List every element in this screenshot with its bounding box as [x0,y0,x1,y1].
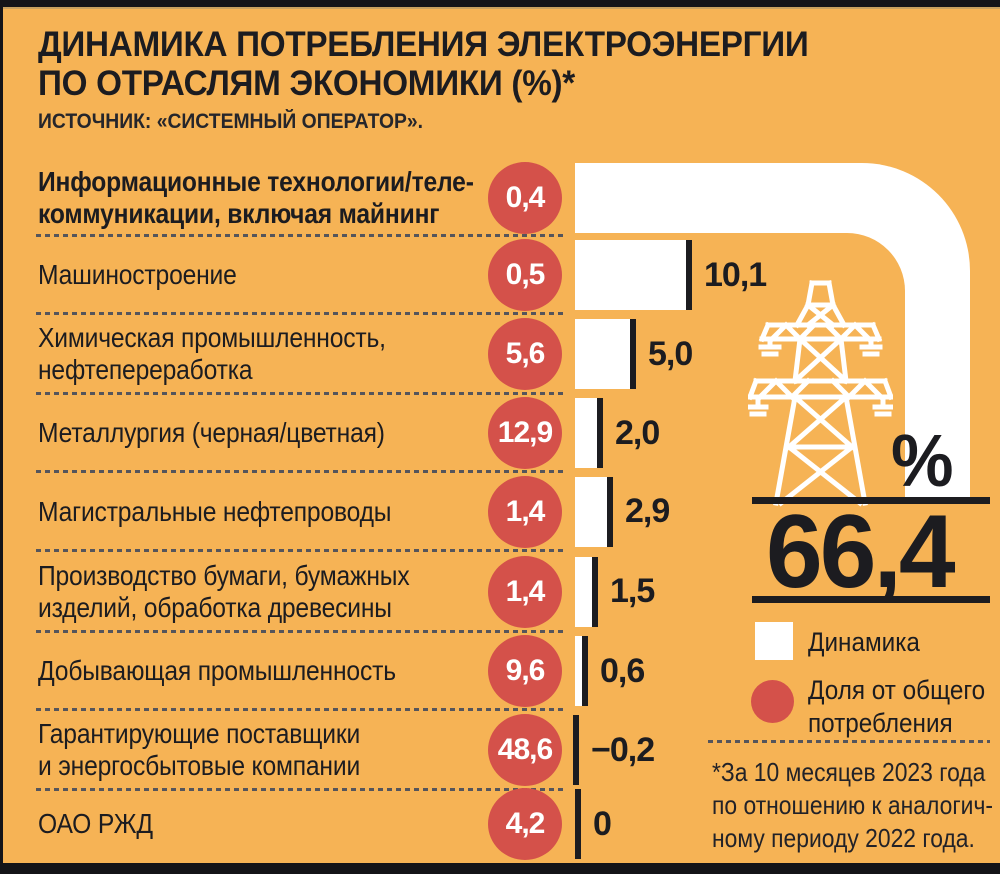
bar-tick [630,319,636,389]
bar-tick [573,715,579,785]
bar [575,636,582,706]
row-label-line: коммуникации, включая майнинг [38,198,440,229]
bar [575,398,597,468]
share-circle: 12,9 [488,397,562,469]
legend-share-label: Доля от общего потребления [808,674,985,740]
row-label: Информационные технологии/теле-коммуника… [38,160,474,236]
row-separator [36,549,567,552]
bar-value: −0,2 [591,730,655,769]
power-pylon-icon [748,280,893,507]
row-separator [36,312,567,315]
share-circle: 5,6 [488,318,562,390]
footnote-line2: по отношению к аналогич- [712,790,993,820]
bar-tick [575,789,581,859]
row-separator [36,392,567,395]
frame-top-bar [0,0,1000,7]
share-circle: 4,2 [488,788,562,860]
percent-sign: % [891,419,954,502]
highlight-bottom-rule [752,596,990,603]
row-label-line: Машиностроение [38,259,237,290]
share-circle: 48,6 [488,714,562,786]
row-label-line: нефтепереработка [38,354,253,385]
row-label-line: Магистральные нефтепроводы [38,495,392,527]
bar-value: 2,9 [625,492,670,530]
frame-left-bar [0,0,3,874]
bar-value: 0 [593,804,612,843]
row-label-line: Производство бумаги, бумажных [38,559,410,591]
row-label: ОАО РЖД [38,790,434,858]
legend-dynamics-swatch [755,622,793,660]
footnote-divider [708,740,990,743]
row-label: Металлургия (черная/цветная) [38,394,434,472]
share-circle: 1,4 [488,475,562,548]
bar-value: 2,0 [615,413,660,452]
bar-tick [686,240,692,310]
bar-value: 1,5 [610,572,655,610]
row-separator [36,708,567,711]
bar-tick [582,636,588,706]
bar [575,240,686,310]
legend-share-label-line2: потребления [808,708,953,738]
bar [575,476,607,547]
row-label-line: изделий, обработка древесины [38,591,392,623]
row-label: Химическая промышленность, нефтепереработ… [38,314,434,394]
frame-bottom-bar [0,863,1000,874]
row-separator [36,630,567,633]
footnote-line1: *За 10 месяцев 2023 года [712,757,986,787]
row-label-line: Информационные технологии/теле- [38,166,474,197]
source-caption: ИСТОЧНИК: «СИСТЕМНЫЙ ОПЕРАТОР». [38,110,424,133]
row-label: Добывающая промышленность [38,632,434,710]
row-label-line: Добывающая промышленность [38,655,396,686]
bar [575,319,630,389]
footnote: *За 10 месяцев 2023 года по отношению к … [712,756,993,855]
row-label-line: ОАО РЖД [38,808,153,839]
bar-tick [597,398,603,468]
bar [575,556,592,627]
row-label: Гарантирующие поставщики и энергосбытовые… [38,710,434,790]
bar-tick [592,556,598,627]
legend-share-swatch [751,680,794,723]
bar-value: 0,6 [600,651,645,690]
row-separator [36,234,567,237]
share-circle: 0,4 [488,162,562,234]
row-label: Машиностроение [38,236,434,314]
page-title: ДИНАМИКА ПОТРЕБЛЕНИЯ ЭЛЕКТРОЭНЕРГИИ ПО О… [38,25,809,103]
bar-value: 10,1 [704,255,767,294]
row-separator [36,788,567,791]
share-circle: 1,4 [488,555,562,628]
bar-value: 5,0 [648,334,693,373]
share-circle: 0,5 [488,239,562,311]
highlight-top-rule [752,497,990,504]
row-label-line: и энергосбытовые компании [38,750,361,781]
row-label-line: Гарантирующие поставщики [38,718,361,749]
highlight-value: 66,4 [766,494,956,610]
row-separator [36,470,567,473]
legend-share-label-line1: Доля от общего [808,675,986,705]
row-label: Производство бумаги, бумажных изделий, об… [38,551,434,632]
frame-top-accent [0,7,1000,9]
page-title-line1: ДИНАМИКА ПОТРЕБЛЕНИЯ ЭЛЕКТРОЭНЕРГИИ [38,25,809,64]
footnote-line3: ному периоду 2022 года. [712,823,975,853]
page-title-line2: ПО ОТРАСЛЯМ ЭКОНОМИКИ (%)* [38,64,575,103]
row-label-line: Химическая промышленность, [38,322,386,353]
row-label: Магистральные нефтепроводы [38,472,434,551]
share-circle: 9,6 [488,635,562,707]
row-label-line: Металлургия (черная/цветная) [38,417,385,448]
bar-tick [607,476,613,547]
legend-dynamics-label: Динамика [808,627,920,657]
